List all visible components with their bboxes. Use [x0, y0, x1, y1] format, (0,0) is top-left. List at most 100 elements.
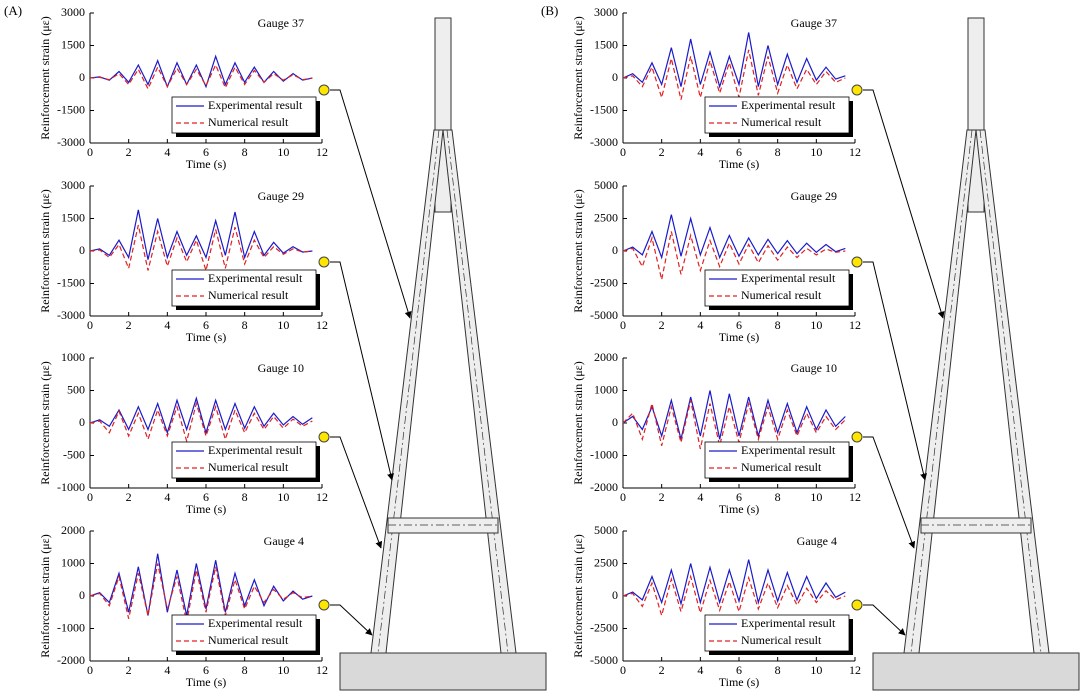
legend-label: Experimental result	[208, 98, 303, 112]
legend-label: Numerical result	[741, 460, 822, 474]
x-tick-label: 4	[164, 145, 170, 159]
x-tick-label: 0	[87, 663, 93, 677]
data-line	[89, 54, 313, 89]
x-axis-label: Time (s)	[719, 330, 760, 344]
x-tick-label: 6	[736, 490, 742, 504]
legend-box	[704, 96, 850, 134]
x-tick-label: 4	[697, 490, 703, 504]
x-axis-label: Time (s)	[186, 330, 227, 344]
x-tick-label: 2	[126, 663, 132, 677]
y-tick-label: 2500	[594, 555, 618, 569]
y-tick-label: 2000	[594, 350, 618, 364]
data-line	[89, 209, 313, 260]
y-tick-label: -1000	[57, 480, 85, 494]
x-tick-label: 6	[203, 490, 209, 504]
x-axis-label: Time (s)	[186, 157, 227, 171]
y-axis-label: Reinforcement strain (με)	[571, 16, 585, 139]
x-tick-label: 12	[849, 145, 861, 159]
y-tick-label: 0	[79, 70, 85, 84]
y-tick-label: -1000	[590, 447, 618, 461]
x-tick-label: 8	[242, 318, 248, 332]
x-tick-label: 8	[242, 490, 248, 504]
legend-label: Experimental result	[741, 271, 836, 285]
legend-label: Numerical result	[208, 288, 289, 302]
x-axis-label: Time (s)	[719, 157, 760, 171]
data-line	[622, 574, 846, 618]
data-line	[89, 553, 313, 616]
y-tick-label: -500	[63, 447, 85, 461]
y-tick-label: 0	[612, 588, 618, 602]
y-tick-label: -5000	[590, 308, 618, 322]
x-tick-label: 0	[620, 663, 626, 677]
y-tick-label: -1500	[590, 102, 618, 116]
data-line	[89, 224, 313, 273]
y-tick-label: 1000	[61, 350, 85, 364]
legend-label: Experimental result	[741, 616, 836, 630]
chart-title: Gauge 4	[797, 534, 837, 548]
data-line	[622, 390, 846, 440]
chart-title: Gauge 37	[791, 16, 837, 30]
x-axis-label: Time (s)	[186, 675, 227, 689]
x-tick-label: 4	[697, 318, 703, 332]
legend-box	[171, 441, 317, 479]
y-tick-label: -3000	[57, 308, 85, 322]
data-line	[89, 401, 313, 444]
x-tick-label: 2	[659, 663, 665, 677]
y-tick-label: 1500	[61, 210, 85, 224]
legend-box	[171, 614, 317, 652]
y-tick-label: 1000	[594, 382, 618, 396]
x-axis-label: Time (s)	[719, 675, 760, 689]
y-tick-label: 0	[612, 243, 618, 257]
x-tick-label: 6	[736, 663, 742, 677]
x-tick-label: 4	[697, 145, 703, 159]
x-axis-label: Time (s)	[186, 502, 227, 516]
legend-label: Experimental result	[741, 98, 836, 112]
data-line	[622, 49, 846, 100]
x-tick-label: 2	[126, 145, 132, 159]
x-tick-label: 8	[775, 145, 781, 159]
x-tick-label: 8	[775, 318, 781, 332]
y-tick-label: -2500	[590, 620, 618, 634]
x-tick-label: 12	[316, 490, 328, 504]
y-tick-label: -2000	[57, 653, 85, 667]
y-tick-label: 0	[612, 415, 618, 429]
x-tick-label: 4	[164, 490, 170, 504]
legend-box	[704, 269, 850, 307]
x-tick-label: 10	[810, 490, 822, 504]
legend-label: Experimental result	[208, 443, 303, 457]
y-tick-label: 0	[612, 70, 618, 84]
y-tick-label: -2500	[590, 275, 618, 289]
x-tick-label: 8	[775, 490, 781, 504]
x-tick-label: 10	[277, 145, 289, 159]
x-tick-label: 12	[316, 145, 328, 159]
x-tick-label: 2	[659, 145, 665, 159]
y-axis-label: Reinforcement strain (με)	[571, 189, 585, 312]
x-tick-label: 4	[164, 663, 170, 677]
x-tick-label: 2	[126, 318, 132, 332]
x-tick-label: 6	[203, 318, 209, 332]
y-tick-label: 0	[79, 243, 85, 257]
y-tick-label: 1500	[61, 37, 85, 51]
chart-title: Gauge 29	[791, 189, 837, 203]
legend-label: Experimental result	[741, 443, 836, 457]
data-line	[622, 32, 846, 89]
x-tick-label: 10	[277, 663, 289, 677]
x-tick-label: 2	[659, 318, 665, 332]
y-tick-label: -5000	[590, 653, 618, 667]
x-tick-label: 6	[203, 145, 209, 159]
legend-label: Experimental result	[208, 271, 303, 285]
y-axis-label: Reinforcement strain (με)	[38, 361, 52, 484]
x-tick-label: 6	[203, 663, 209, 677]
y-tick-label: 0	[79, 588, 85, 602]
chart-title: Gauge 29	[258, 189, 304, 203]
legend-label: Numerical result	[741, 115, 822, 129]
y-tick-label: 5000	[594, 523, 618, 537]
legend-label: Numerical result	[741, 288, 822, 302]
x-tick-label: 0	[87, 490, 93, 504]
y-tick-label: -1500	[57, 275, 85, 289]
chart-title: Gauge 4	[264, 534, 304, 548]
legend-label: Numerical result	[741, 633, 822, 647]
x-tick-label: 0	[87, 318, 93, 332]
x-tick-label: 2	[659, 490, 665, 504]
